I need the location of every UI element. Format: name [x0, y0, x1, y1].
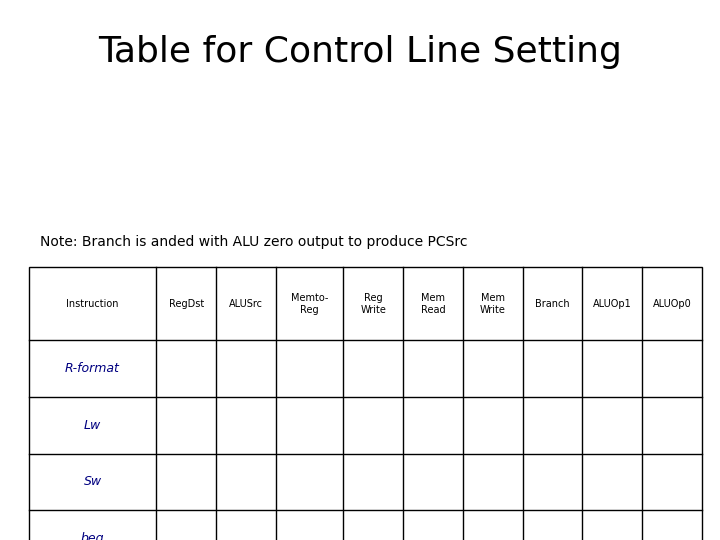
- Text: Lw: Lw: [84, 418, 101, 432]
- Text: beq: beq: [81, 532, 104, 540]
- Text: Mem
Read: Mem Read: [420, 293, 446, 314]
- Text: RegDst: RegDst: [168, 299, 204, 309]
- Text: R-format: R-format: [65, 362, 120, 375]
- Text: Mem
Write: Mem Write: [480, 293, 506, 314]
- Text: Sw: Sw: [84, 475, 102, 489]
- Text: ALUOp0: ALUOp0: [653, 299, 691, 309]
- Text: ALUOp1: ALUOp1: [593, 299, 631, 309]
- Text: Table for Control Line Setting: Table for Control Line Setting: [98, 35, 622, 69]
- Text: Note: Branch is anded with ALU zero output to produce PCSrc: Note: Branch is anded with ALU zero outp…: [40, 235, 467, 249]
- Text: Memto-
Reg: Memto- Reg: [291, 293, 328, 314]
- Text: Instruction: Instruction: [66, 299, 119, 309]
- Text: Reg
Write: Reg Write: [361, 293, 387, 314]
- Text: ALUSrc: ALUSrc: [229, 299, 263, 309]
- Text: Branch: Branch: [535, 299, 570, 309]
